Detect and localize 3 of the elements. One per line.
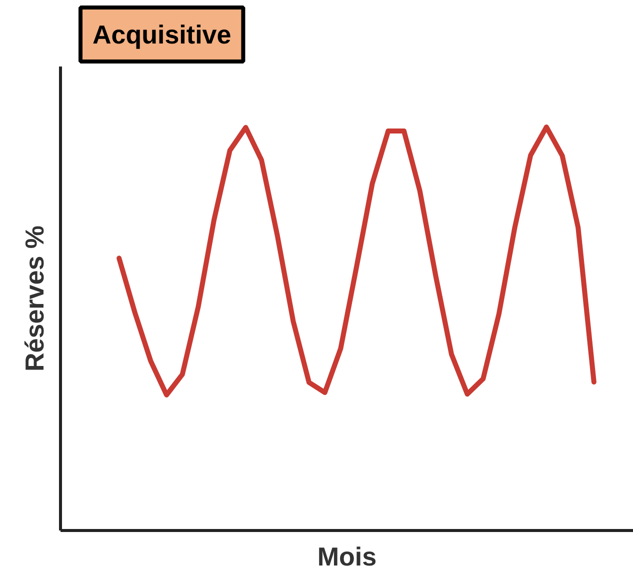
y-axis-title: Réserves % [20,226,50,372]
x-axis-title: Mois [317,542,377,572]
chart-title: Acquisitive [92,20,232,50]
